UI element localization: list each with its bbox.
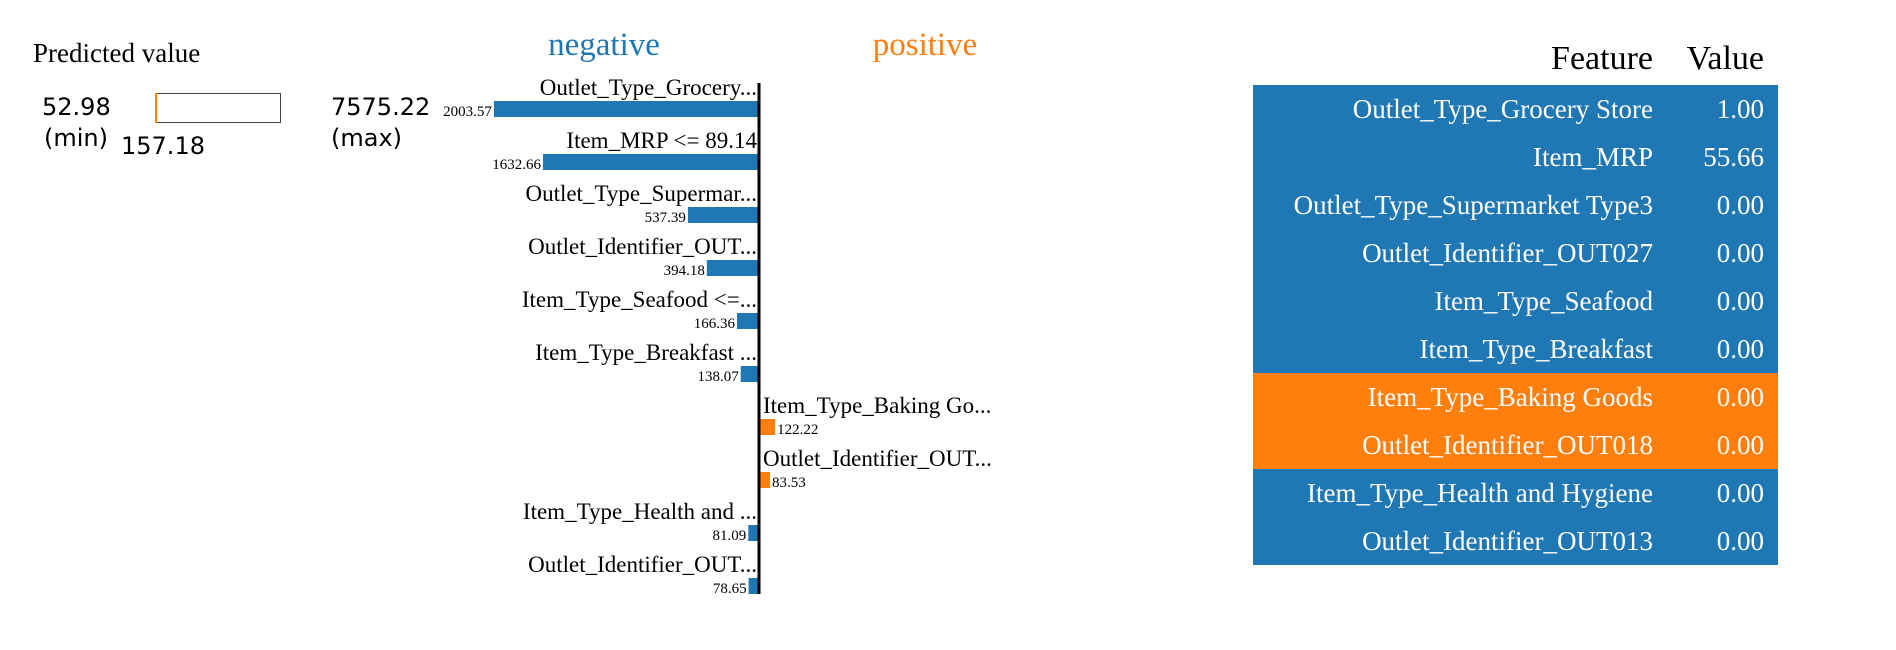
bar-category-label-9: Item_Type_Health and ... — [523, 499, 757, 524]
predicted-max-value: 7575.22 — [331, 93, 431, 121]
table-cell-feature: Item_Type_Breakfast — [1419, 334, 1653, 364]
bar-category-label-2: Item_MRP <= 89.14 — [566, 128, 757, 153]
bar-category-label-4: Outlet_Identifier_OUT... — [528, 234, 757, 259]
table-cell-feature: Outlet_Identifier_OUT027 — [1362, 238, 1653, 268]
table-cell-feature: Item_Type_Seafood — [1434, 286, 1653, 316]
table-cell-value: 0.00 — [1716, 478, 1764, 508]
bar-value-label-2: 1632.66 — [492, 157, 541, 173]
bar-value-label-9: 81.09 — [713, 528, 747, 544]
bar-category-label-10: Outlet_Identifier_OUT... — [528, 552, 757, 577]
bar-4 — [706, 260, 759, 276]
table-row: Item_Type_Breakfast 0.00 — [1253, 325, 1778, 373]
bar-6 — [740, 366, 759, 382]
bars-group: 2003.57 1632.66 537.39 394.18 166.36 138.07 12… — [443, 101, 818, 597]
table-cell-value: 0.00 — [1716, 382, 1764, 412]
table-row: Item_Type_Seafood 0.00 — [1253, 277, 1778, 325]
table-cell-feature: Outlet_Type_Grocery Store — [1352, 94, 1653, 124]
bar-8 — [759, 472, 771, 488]
contribution-chart: negative positive 2003.57 1632.66 537.39 39… — [443, 27, 992, 597]
table-cell-value: 0.00 — [1716, 526, 1764, 556]
bar-value-label-4: 394.18 — [664, 263, 705, 279]
bar-category-label-3: Outlet_Type_Supermar... — [525, 181, 757, 206]
bar-value-label-1: 2003.57 — [443, 104, 492, 120]
table-cell-value: 0.00 — [1716, 238, 1764, 268]
bar-category-label-5: Item_Type_Seafood <=... — [522, 287, 757, 312]
table-row: Outlet_Identifier_OUT018 0.00 — [1253, 421, 1778, 469]
table-row: Item_Type_Baking Goods 0.00 — [1253, 373, 1778, 421]
table-cell-feature: Outlet_Identifier_OUT018 — [1362, 430, 1653, 460]
table-row: Outlet_Identifier_OUT013 0.00 — [1253, 517, 1778, 565]
table-row: Outlet_Type_Supermarket Type3 0.00 — [1253, 181, 1778, 229]
table-cell-feature: Outlet_Identifier_OUT013 — [1362, 526, 1653, 556]
bar-category-label-8: Outlet_Identifier_OUT... — [763, 446, 992, 471]
bar-category-label-1: Outlet_Type_Grocery... — [540, 75, 757, 100]
legend-negative: negative — [548, 27, 660, 63]
bar-3 — [687, 207, 759, 223]
table-header-value: Value — [1686, 40, 1764, 77]
table-row: Item_Type_Health and Hygiene 0.00 — [1253, 469, 1778, 517]
table-cell-value: 0.00 — [1716, 190, 1764, 220]
table-cell-value: 0.00 — [1716, 334, 1764, 364]
bar-value-label-7: 122.22 — [777, 422, 818, 438]
bar-category-label-6: Item_Type_Breakfast ... — [535, 340, 757, 365]
predicted-max-label: (max) — [331, 124, 403, 152]
legend-positive: positive — [873, 27, 978, 63]
bar-5 — [736, 313, 759, 329]
table-row: Outlet_Type_Grocery Store 1.00 — [1253, 85, 1778, 133]
bar-value-label-3: 537.39 — [645, 210, 686, 226]
predicted-min-label: (min) — [44, 124, 108, 152]
bar-10 — [748, 578, 759, 594]
bar-value-label-8: 83.53 — [772, 475, 806, 491]
bar-7 — [759, 419, 776, 435]
table-cell-value: 55.66 — [1703, 142, 1764, 172]
table-cell-feature: Item_Type_Baking Goods — [1367, 382, 1653, 412]
table-cell-value: 1.00 — [1716, 94, 1764, 124]
table-cell-value: 0.00 — [1716, 430, 1764, 460]
bar-1 — [493, 101, 759, 117]
table-header-feature: Feature — [1551, 40, 1653, 77]
table-cell-feature: Item_Type_Health and Hygiene — [1307, 478, 1653, 508]
bar-category-label-7: Item_Type_Baking Go... — [763, 393, 991, 418]
bar-2 — [542, 154, 759, 170]
table-row: Item_MRP 55.66 — [1253, 133, 1778, 181]
bar-value-label-5: 166.36 — [694, 316, 736, 332]
bar-9 — [748, 525, 759, 541]
bar-value-label-6: 138.07 — [697, 369, 739, 385]
table-body: Outlet_Type_Grocery Store 1.00 Item_MRP 55.… — [1253, 85, 1778, 565]
table-row: Outlet_Identifier_OUT027 0.00 — [1253, 229, 1778, 277]
table-cell-feature: Item_MRP — [1532, 142, 1653, 172]
bar-value-label-10: 78.65 — [713, 581, 747, 597]
predicted-value-label: 157.18 — [121, 132, 205, 160]
table-cell-feature: Outlet_Type_Supermarket Type3 — [1293, 190, 1653, 220]
table-cell-value: 0.00 — [1716, 286, 1764, 316]
predicted-value-title: Predicted value — [33, 38, 201, 68]
predicted-value-fill — [155, 93, 157, 123]
predicted-min-value: 52.98 — [42, 93, 111, 121]
